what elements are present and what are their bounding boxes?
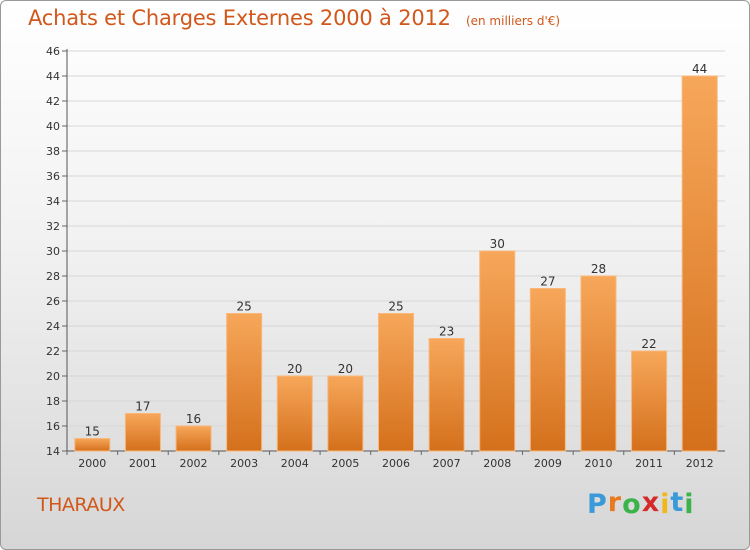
y-tick-label: 44 [46, 70, 60, 83]
bar-value-label: 25 [388, 300, 403, 314]
y-tick-label: 36 [46, 170, 60, 183]
bar-value-label: 23 [439, 325, 454, 339]
x-tick-label: 2011 [635, 457, 663, 470]
y-tick-label: 22 [46, 345, 60, 358]
y-tick-label: 26 [46, 295, 60, 308]
bar-value-label: 30 [490, 237, 505, 251]
bar [74, 438, 111, 452]
y-tick-label: 28 [46, 270, 60, 283]
x-tick-label: 2003 [230, 457, 258, 470]
bar [529, 288, 566, 452]
bar [681, 75, 718, 452]
chart-unit: (en milliers d'€) [465, 14, 561, 28]
bar [580, 275, 617, 452]
proxiti-logo: Proxiti [587, 487, 695, 520]
y-tick-label: 42 [46, 95, 60, 108]
y-tick-label: 16 [46, 420, 60, 433]
x-tick-label: 2000 [78, 457, 106, 470]
y-tick-label: 14 [46, 445, 60, 458]
bar [378, 313, 414, 452]
x-tick-label: 2009 [534, 457, 562, 470]
y-tick-label: 46 [46, 45, 60, 58]
y-tick-label: 32 [46, 220, 60, 233]
bar [428, 338, 465, 452]
bar-value-label: 20 [287, 362, 302, 376]
x-tick-label: 2007 [433, 457, 461, 470]
bar-value-label: 28 [591, 262, 606, 276]
bar-value-label: 17 [135, 400, 150, 414]
bar [124, 413, 161, 452]
logo-letter: o [622, 489, 642, 520]
y-tick-label: 40 [46, 120, 60, 133]
y-tick-label: 30 [46, 245, 60, 258]
bar-value-label: 25 [237, 300, 252, 314]
bar-value-label: 20 [338, 362, 353, 376]
bar-value-label: 44 [692, 62, 707, 76]
bar-value-label: 16 [186, 412, 201, 426]
y-tick-label: 20 [46, 370, 60, 383]
x-tick-label: 2001 [129, 457, 157, 470]
x-tick-label: 2010 [584, 457, 612, 470]
x-tick-label: 2012 [686, 457, 714, 470]
commune-name: THARAUX [37, 494, 125, 516]
logo-letter: x [641, 487, 661, 518]
x-tick-label: 2005 [331, 457, 359, 470]
bar [276, 375, 313, 452]
bar-value-label: 22 [641, 337, 656, 351]
bar [175, 425, 212, 452]
bar [226, 313, 263, 452]
y-tick-label: 18 [46, 395, 60, 408]
y-tick-label: 34 [46, 195, 60, 208]
bar-value-label: 27 [540, 275, 555, 289]
logo-letter: t [670, 487, 685, 518]
logo-letter: P [587, 489, 608, 520]
logo-letter: r [607, 487, 623, 518]
logo-letter: i [660, 489, 671, 520]
logo-letter: i [684, 489, 695, 520]
title-row: Achats et Charges Externes 2000 à 2012 (… [28, 6, 560, 30]
y-tick-label: 24 [46, 320, 60, 333]
bar [479, 250, 516, 452]
y-tick-label: 38 [46, 145, 60, 158]
x-tick-label: 2008 [483, 457, 511, 470]
bar [631, 350, 668, 452]
bar-value-label: 15 [85, 425, 100, 439]
chart-title: Achats et Charges Externes 2000 à 2012 [28, 6, 451, 30]
x-tick-label: 2004 [281, 457, 309, 470]
x-tick-label: 2006 [382, 457, 410, 470]
x-tick-label: 2002 [180, 457, 208, 470]
bar [327, 375, 364, 452]
